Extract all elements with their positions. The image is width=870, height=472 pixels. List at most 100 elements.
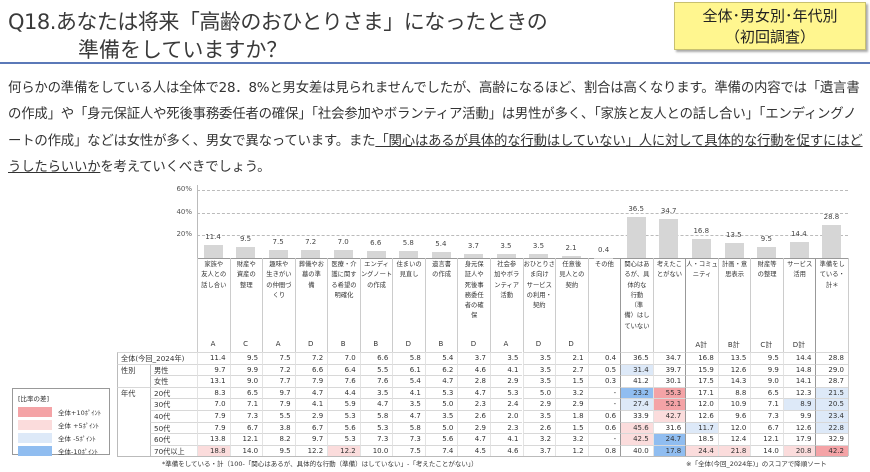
bar bbox=[789, 241, 809, 258]
table-cell: 7.7 bbox=[262, 375, 295, 387]
bar bbox=[724, 242, 744, 258]
bar-value-label: 11.4 bbox=[205, 233, 221, 242]
table-cell: 9.9 bbox=[229, 363, 263, 376]
table-cell: 4.7 bbox=[457, 433, 490, 445]
table-cell: 10.0 bbox=[359, 444, 393, 457]
bar bbox=[529, 254, 549, 258]
table-cell: 6.2 bbox=[424, 363, 458, 376]
table-cell: 12.4 bbox=[717, 433, 751, 445]
category-group-label: D bbox=[405, 340, 411, 348]
category-group-label: B bbox=[373, 340, 379, 348]
legend-title: [比率の差] bbox=[18, 395, 50, 403]
category-label: 遺言書 の作成 bbox=[424, 258, 458, 352]
table-cell: 55.3 bbox=[652, 386, 686, 399]
table-cell: 18.8 bbox=[197, 444, 230, 457]
table-cell: 2.9 bbox=[294, 410, 328, 422]
table-cell: 16.8 bbox=[685, 352, 718, 364]
table-cell: 1.8 bbox=[555, 410, 588, 422]
table-cell: 2.3 bbox=[457, 398, 490, 410]
bar-value-label: 5.4 bbox=[435, 239, 447, 248]
table-cell: 5.4 bbox=[424, 352, 458, 364]
table-cell: - bbox=[587, 386, 621, 399]
category-label: 準備をし ている・ 計＊ bbox=[815, 258, 848, 352]
row-group-label bbox=[117, 421, 150, 434]
row-label: 女性 bbox=[150, 375, 197, 387]
bar-value-label: 28.8 bbox=[823, 213, 840, 222]
table-cell: 4.7 bbox=[359, 398, 393, 410]
row-label: 40代 bbox=[150, 410, 197, 422]
table-cell: 13.1 bbox=[197, 375, 230, 387]
table-cell: 9.6 bbox=[717, 410, 751, 422]
chart-right-border bbox=[848, 258, 849, 352]
table-cell: 2.1 bbox=[555, 352, 588, 364]
bar-value-label: 7.5 bbox=[272, 237, 284, 246]
bar bbox=[659, 218, 679, 258]
table-cell: 5.5 bbox=[262, 410, 295, 422]
table-cell: 7.3 bbox=[392, 433, 425, 445]
table-cell: 6.4 bbox=[327, 363, 360, 376]
legend-swatch bbox=[18, 419, 52, 430]
category-label: 人・コミュ ニティ bbox=[685, 258, 718, 352]
table-cell: 2.8 bbox=[457, 375, 490, 387]
row-group-label bbox=[117, 398, 150, 410]
table-cell: 5.8 bbox=[359, 410, 393, 422]
bar bbox=[757, 247, 777, 258]
table-cell: 2.7 bbox=[555, 363, 588, 376]
table-cell: 14.8 bbox=[782, 363, 816, 376]
gridline bbox=[197, 235, 848, 237]
table-cell: 4.7 bbox=[392, 410, 425, 422]
row-label: 男性 bbox=[150, 363, 197, 376]
legend-swatch bbox=[18, 445, 52, 456]
table-cell: 9.9 bbox=[750, 363, 783, 376]
category-group-label: D bbox=[307, 340, 314, 348]
table-cell: 2.0 bbox=[489, 410, 523, 422]
table-cell: 4.6 bbox=[457, 363, 490, 376]
row-group-label bbox=[117, 410, 150, 422]
table-cell: 12.6 bbox=[685, 410, 718, 422]
table-cell: 34.7 bbox=[652, 352, 686, 364]
table-cell: 14.3 bbox=[717, 375, 751, 387]
category-group-label: B bbox=[340, 340, 346, 348]
badge-line1: 全体･男女別･年代別 bbox=[702, 7, 838, 25]
header-divider bbox=[0, 62, 870, 64]
summary-paragraph: 何らかの準備をしている人は全体で28．8%と男女差は見られませんでしたが、高齢に… bbox=[8, 76, 868, 181]
table-cell: 4.1 bbox=[392, 386, 425, 399]
y-axis bbox=[197, 185, 198, 258]
table-cell: 7.9 bbox=[294, 375, 328, 387]
table-cell: 2.4 bbox=[489, 398, 523, 410]
table-cell: - bbox=[587, 433, 621, 445]
legend-label: 全体 +5ﾎﾟｲﾝﾄ bbox=[58, 421, 99, 430]
table-cell: 10.9 bbox=[717, 398, 751, 410]
table-cell: 24.7 bbox=[652, 433, 686, 445]
table-cell: 8.2 bbox=[262, 433, 295, 445]
page-title-line2: 準備をしていますか？ bbox=[78, 38, 288, 62]
category-group-label: D bbox=[470, 340, 477, 348]
table-cell: 8.3 bbox=[197, 386, 230, 399]
sort-note: ※「全体(今回_2024年)」のスコアで降順ソート bbox=[686, 460, 827, 468]
table-cell: 3.5 bbox=[522, 410, 556, 422]
bar bbox=[431, 251, 451, 258]
table-cell: 5.0 bbox=[424, 398, 458, 410]
table-cell: 6.5 bbox=[750, 386, 783, 399]
table-cell: 6.1 bbox=[392, 363, 425, 376]
table-cell: 5.6 bbox=[327, 421, 360, 434]
table-cell: 6.7 bbox=[229, 421, 263, 434]
table-cell: 17.8 bbox=[652, 444, 686, 457]
table-cell: 45.6 bbox=[620, 421, 653, 434]
legend-label: 全体-10ﾎﾟｲﾝﾄ bbox=[58, 447, 98, 456]
category-label: 考えたこ とがない bbox=[652, 258, 686, 352]
bar-value-label: 14.4 bbox=[791, 229, 807, 238]
bar-value-label: 7.2 bbox=[305, 237, 317, 246]
table-cell: 6.6 bbox=[359, 352, 393, 364]
table-cell: 4.1 bbox=[294, 398, 328, 410]
legend-item-minus10: 全体-10ﾎﾟｲﾝﾄ bbox=[18, 444, 104, 457]
table-cell: 3.5 bbox=[392, 398, 425, 410]
table-cell: 12.0 bbox=[685, 398, 718, 410]
table-cell: 4.7 bbox=[294, 386, 328, 399]
bar bbox=[333, 250, 353, 258]
category-group-label: D計 bbox=[792, 341, 806, 349]
table-cell: 7.3 bbox=[750, 410, 783, 422]
table-cell: 5.3 bbox=[327, 410, 360, 422]
table-cell: 21.5 bbox=[815, 386, 848, 399]
table-cell: 5.3 bbox=[489, 386, 523, 399]
